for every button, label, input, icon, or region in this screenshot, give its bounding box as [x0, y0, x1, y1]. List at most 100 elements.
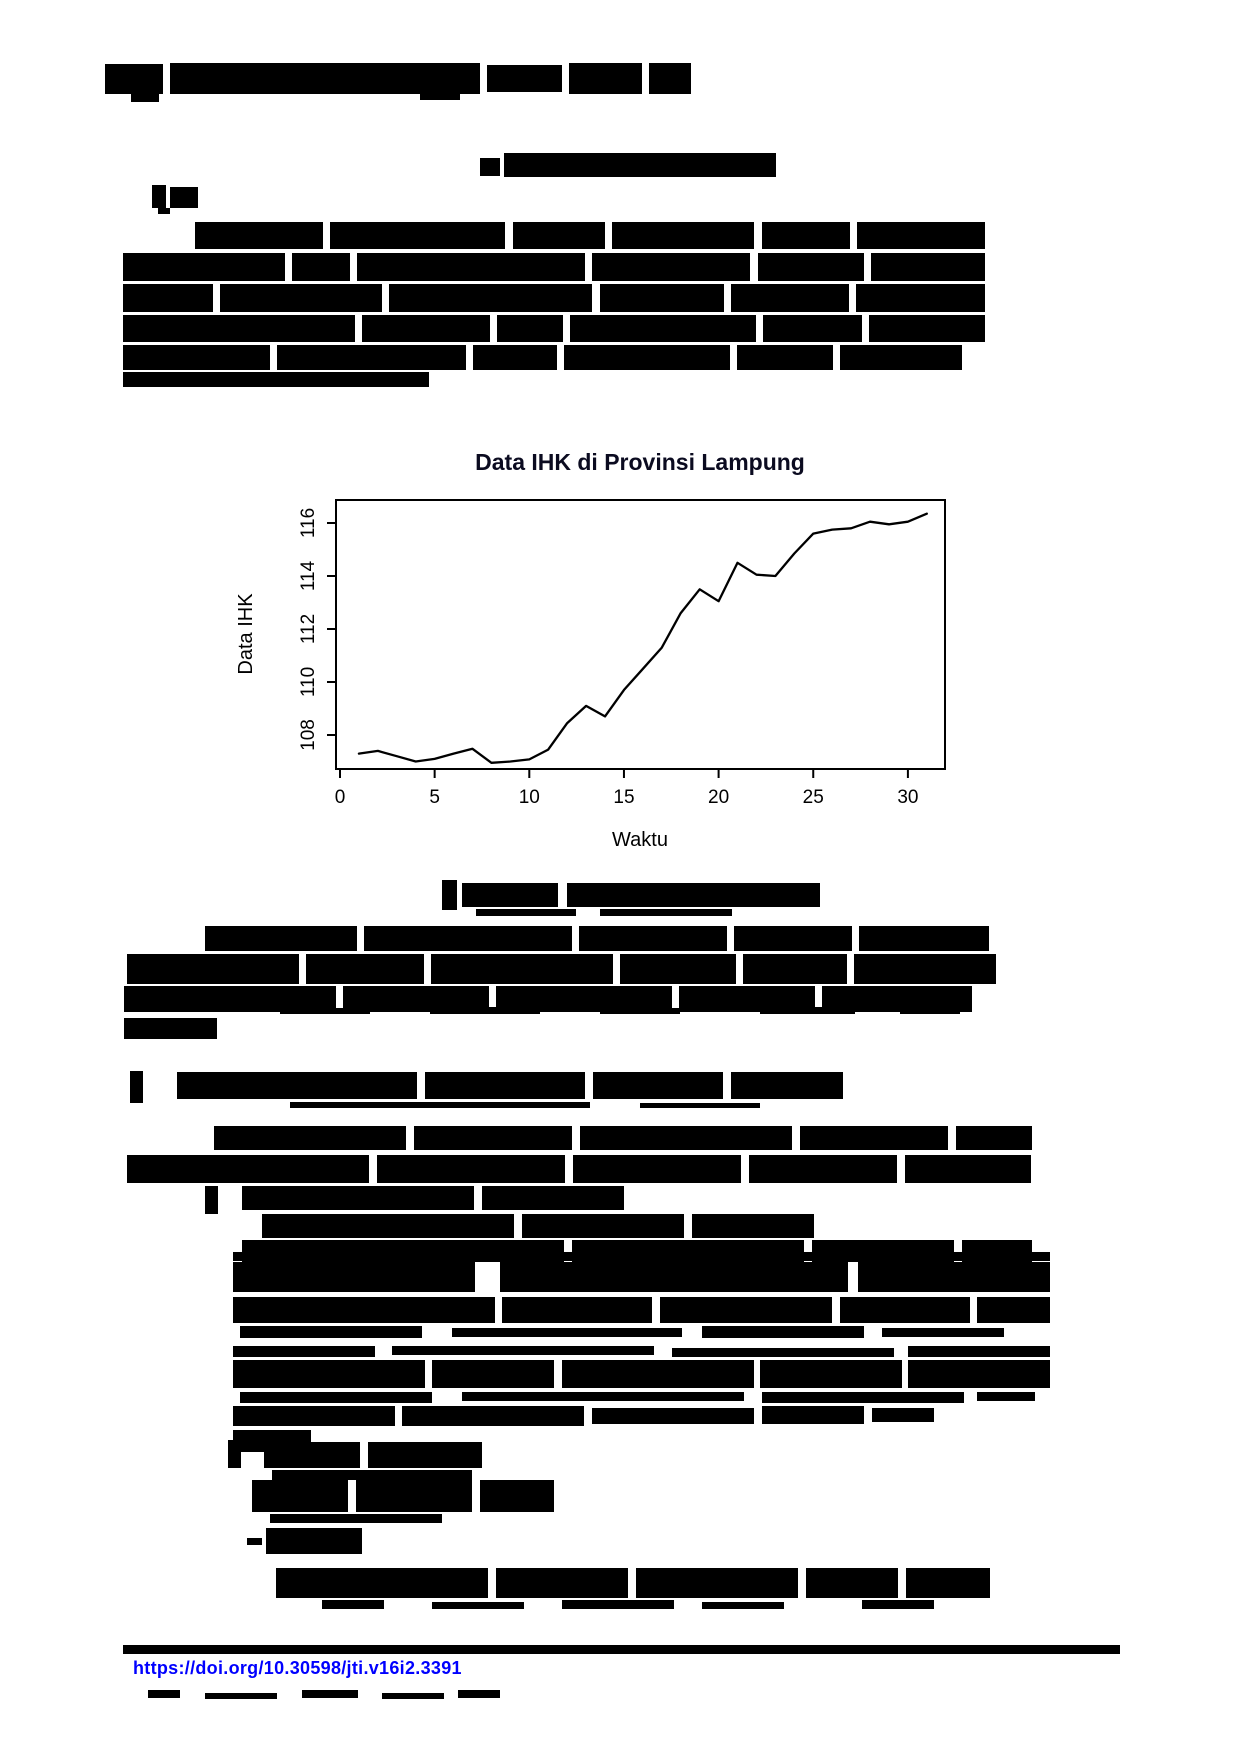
- redacted-text-mark: [123, 372, 429, 387]
- redacted-text-mark: [600, 1008, 680, 1014]
- redacted-text-mark: [123, 253, 285, 281]
- redacted-text-mark: [858, 1262, 1050, 1292]
- redacted-text-mark: [220, 284, 382, 312]
- redacted-text-mark: [330, 222, 505, 249]
- redacted-text-mark: [262, 1214, 514, 1238]
- redacted-text-mark: [272, 1470, 472, 1480]
- redacted-text-mark: [872, 1408, 934, 1422]
- redacted-text-mark: [266, 1528, 362, 1554]
- redacted-text-mark: [105, 64, 163, 94]
- redacted-text-mark: [152, 185, 166, 208]
- x-tick-label: 20: [708, 787, 729, 808]
- redacted-text-mark: [956, 1126, 1032, 1150]
- redacted-text-mark: [692, 1214, 814, 1238]
- redacted-text-mark: [762, 1406, 864, 1424]
- redacted-text-mark: [600, 284, 724, 312]
- redacted-text-mark: [458, 1690, 500, 1698]
- redacted-text-mark: [127, 954, 299, 984]
- redacted-text-mark: [840, 345, 962, 370]
- redacted-text-mark: [900, 1008, 960, 1014]
- redacted-text-mark: [420, 94, 460, 100]
- redacted-text-mark: [277, 345, 466, 370]
- x-tick-label: 5: [429, 787, 440, 808]
- redacted-text-mark: [280, 1008, 370, 1014]
- redacted-text-mark: [612, 222, 754, 249]
- redacted-text-mark: [233, 1262, 475, 1292]
- redacted-text-mark: [476, 909, 576, 916]
- redacted-text-mark: [496, 1568, 628, 1598]
- redacted-text-mark: [592, 1408, 754, 1424]
- redacted-text-mark: [702, 1602, 784, 1609]
- plot-box: [335, 499, 946, 770]
- redacted-text-mark: [290, 1102, 590, 1108]
- redacted-text-mark: [431, 954, 613, 984]
- redacted-text-mark: [127, 1155, 369, 1183]
- redacted-text-mark: [131, 94, 159, 102]
- redacted-text-mark: [148, 1690, 180, 1698]
- y-tick-label: 116: [298, 508, 319, 538]
- redacted-text-mark: [702, 1326, 864, 1338]
- redacted-text-mark: [452, 1328, 682, 1337]
- redacted-text-mark: [442, 880, 457, 910]
- redacted-text-mark: [123, 284, 213, 312]
- redacted-text-mark: [540, 1252, 712, 1261]
- redacted-text-mark: [389, 284, 592, 312]
- redacted-text-mark: [573, 1155, 741, 1183]
- redacted-text-mark: [856, 284, 985, 312]
- redacted-text-mark: [579, 926, 727, 951]
- redacted-text-mark: [362, 315, 490, 342]
- redacted-text-mark: [487, 65, 562, 92]
- redacted-text-mark: [640, 1103, 760, 1108]
- redacted-text-mark: [473, 345, 557, 370]
- redacted-text-mark: [357, 253, 585, 281]
- redacted-text-mark: [882, 1328, 1004, 1337]
- y-tick-label: 110: [298, 667, 319, 697]
- redacted-text-mark: [497, 315, 563, 342]
- redacted-text-mark: [205, 1186, 218, 1214]
- redacted-text-mark: [364, 926, 572, 951]
- y-tick-label: 112: [298, 614, 319, 644]
- redacted-text-mark: [734, 926, 852, 951]
- redacted-text-mark: [672, 1348, 894, 1357]
- redacted-text-mark: [760, 1007, 855, 1014]
- redacted-text-mark: [205, 926, 357, 951]
- redacted-text-mark: [593, 1072, 723, 1099]
- redacted-text-mark: [368, 1442, 482, 1468]
- redacted-text-mark: [592, 253, 750, 281]
- redacted-text-mark: [233, 1360, 425, 1388]
- redacted-text-mark: [731, 1072, 843, 1099]
- redacted-text-mark: [247, 1538, 262, 1545]
- redacted-text-mark: [170, 187, 198, 208]
- doi-link[interactable]: https://doi.org/10.30598/jti.v16i2.3391: [133, 1658, 462, 1678]
- x-tick-label: 10: [519, 787, 540, 808]
- redacted-text-mark: [862, 1600, 934, 1609]
- redacted-text-mark: [513, 222, 605, 249]
- redacted-text-mark: [252, 1480, 348, 1512]
- redacted-text-mark: [233, 1252, 329, 1261]
- redacted-text-mark: [806, 1568, 898, 1598]
- redacted-text-mark: [763, 315, 862, 342]
- x-tick-label: 0: [335, 787, 346, 808]
- redacted-text-mark: [482, 1186, 624, 1210]
- redacted-text-mark: [195, 222, 323, 249]
- redacted-text-mark: [504, 153, 776, 177]
- redacted-text-mark: [857, 222, 985, 249]
- redacted-text-mark: [276, 1568, 488, 1598]
- redacted-text-mark: [462, 883, 558, 907]
- redacted-text-mark: [660, 1297, 832, 1323]
- redacted-text-mark: [292, 253, 350, 281]
- redacted-text-mark: [432, 1602, 524, 1609]
- redacted-text-mark: [854, 954, 996, 984]
- redacted-text-mark: [636, 1568, 798, 1598]
- redacted-text-mark: [567, 883, 820, 907]
- redacted-text-mark: [462, 1392, 744, 1401]
- redacted-text-mark: [480, 1480, 554, 1512]
- redacted-text-mark: [1016, 1252, 1050, 1261]
- redacted-text-mark: [749, 1155, 897, 1183]
- redacted-text-mark: [124, 986, 336, 1012]
- redacted-text-mark: [908, 1346, 1050, 1357]
- redacted-text-mark: [205, 1693, 277, 1699]
- redacted-text-mark: [123, 315, 355, 342]
- y-tick-label: 108: [298, 719, 319, 751]
